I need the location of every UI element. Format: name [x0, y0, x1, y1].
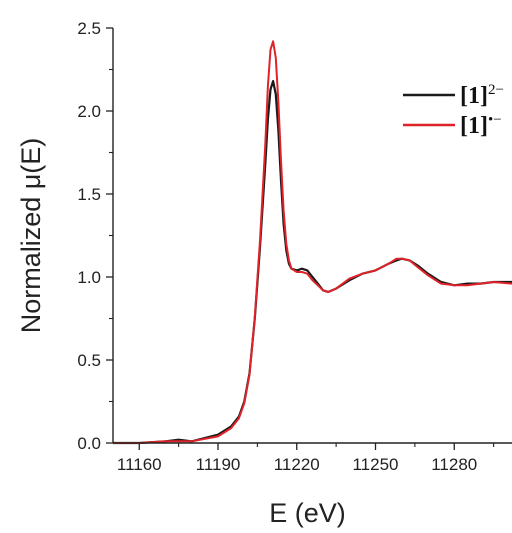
y-tick-label: 0.5 [77, 351, 101, 370]
legend: [1]2− [1]•− [403, 82, 504, 139]
x-tick-label: 11160 [117, 455, 162, 474]
series-line-1 [113, 80, 512, 445]
x-tick-label: 11250 [352, 455, 398, 474]
plot-series [113, 40, 512, 445]
x-tick-label: 11280 [431, 455, 477, 474]
series-line-2 [113, 40, 512, 444]
y-axis-tick-labels: 0.0 0.5 1.0 1.5 2.0 2.5 [77, 19, 101, 453]
x-axis-ticks [138, 443, 495, 450]
y-tick-label: 2.5 [77, 19, 101, 38]
y-axis-ticks [106, 27, 113, 444]
y-tick-label: 2.0 [77, 102, 101, 121]
x-tick-label: 11190 [196, 455, 241, 474]
x-axis-tick-labels: 11160 11190 11220 11250 11280 [117, 455, 477, 474]
y-tick-label: 1.0 [77, 268, 101, 287]
legend-label-1: [1]2− [460, 82, 504, 109]
x-tick-label: 11220 [274, 455, 320, 474]
y-tick-label: 1.5 [77, 185, 101, 204]
legend-label-2: [1]•− [460, 112, 502, 139]
x-axis-title: E (eV) [269, 498, 346, 528]
y-axis-title: Normalized μ(E) [16, 138, 46, 334]
y-tick-label: 0.0 [77, 434, 101, 453]
